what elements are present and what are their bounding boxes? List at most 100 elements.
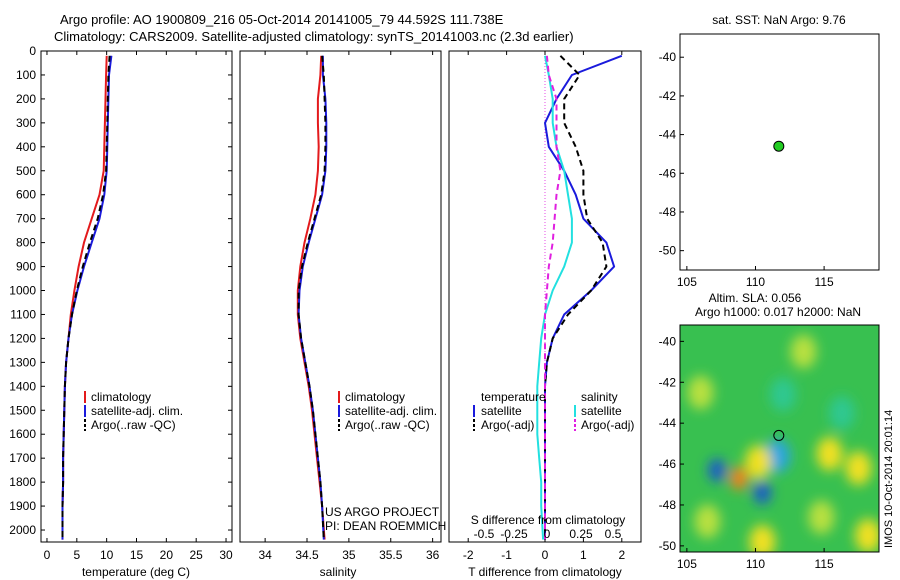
map-x-tick-label: 115 <box>815 557 834 571</box>
depth-tick-label: 2000 <box>9 523 36 537</box>
temperature-panel: 0100200300400500600700800900100011001200… <box>9 44 641 579</box>
sla-map-point <box>773 429 785 441</box>
legend-label-satellite: satellite-adj. clim. <box>345 404 437 418</box>
depth-tick-label: 800 <box>16 236 36 250</box>
legend-label-satellite: satellite-adj. clim. <box>91 404 183 418</box>
sla-anomalies <box>687 334 879 552</box>
map-x-tick-label: 115 <box>815 275 834 289</box>
legend-header-salinity: salinity <box>581 390 618 404</box>
map-x-tick-label: 110 <box>746 557 765 571</box>
temperature-legend: climatology satellite-adj. clim. Argo(..… <box>84 390 183 432</box>
salinity-legend: climatology satellite-adj. clim. Argo(..… <box>338 390 437 432</box>
salinity-x-ticks: 34 34.5 35 35.5 36 <box>258 51 440 562</box>
map-y-tick-label: -48 <box>659 205 677 219</box>
sst-map-panel: sat. SST: NaN Argo: 9.76 105 110 115 -40 -42… <box>659 13 880 289</box>
depth-tick-label: 400 <box>16 140 36 154</box>
difference-xlabel: T difference from climatology <box>468 565 622 579</box>
legend-label-sal-argo: Argo(-adj) <box>581 418 634 432</box>
sla-anomaly-blob <box>828 396 855 430</box>
legend-label-argo: Argo(..raw -QC) <box>345 418 430 432</box>
header-line2: Climatology: CARS2009. Satellite-adjuste… <box>54 29 574 44</box>
salinity-axes-box <box>239 50 442 543</box>
argo-location-marker <box>773 429 785 441</box>
argo-location-marker <box>773 140 785 152</box>
sla-anomaly-blob <box>845 451 872 486</box>
x-tick-label: 2 <box>618 548 625 562</box>
s-tick-label: 0.25 <box>569 527 593 541</box>
salinity-panel: 34 34.5 35 35.5 36 salinity climatology sate… <box>239 50 446 579</box>
sst-map-title: sat. SST: NaN Argo: 9.76 <box>712 13 846 27</box>
sla-anomaly-blob <box>749 524 776 552</box>
depth-tick-label: 1900 <box>9 499 36 513</box>
x-tick-label: 0 <box>44 548 51 562</box>
depth-tick-label: 1000 <box>9 284 36 298</box>
map-y-tick-label: -42 <box>659 89 677 103</box>
depth-tick-label: 1100 <box>10 307 36 321</box>
depth-tick-label: 1500 <box>9 403 36 417</box>
sst-map-ticks: 105 110 115 -40 -42 -44 -46 -48 -50 <box>659 50 834 289</box>
map-y-tick-label: -40 <box>659 50 677 64</box>
x-tick-label: 36 <box>426 548 440 562</box>
map-y-tick-label: -46 <box>659 457 677 471</box>
s-difference-tick-labels: -0.5 -0.25 0 0.25 0.5 <box>474 527 622 541</box>
depth-tick-label: 0 <box>29 44 36 58</box>
legend-label-temp-argo: Argo(-adj) <box>481 418 534 432</box>
map-y-tick-label: -40 <box>659 334 677 348</box>
x-tick-label: 0 <box>542 548 549 562</box>
s-difference-label: S difference from climatology <box>471 513 626 527</box>
depth-tick-label: 100 <box>16 68 36 82</box>
sla-anomaly-blob <box>687 375 714 410</box>
sla-map-panel: Altim. SLA: 0.056 Argo h1000: 0.017 h200… <box>659 291 895 571</box>
depth-tick-label: 200 <box>16 92 36 106</box>
sla-map-axes-box <box>679 324 880 553</box>
sla-anomaly-blob <box>694 504 721 539</box>
legend-label-temp-satellite: satellite <box>481 404 522 418</box>
x-tick-label: -1 <box>501 548 512 562</box>
depth-tick-label: 1600 <box>9 427 36 441</box>
series-line-salinity-satellite <box>536 55 573 540</box>
salinity-xlabel: salinity <box>320 565 357 579</box>
sst-map-points <box>773 140 785 152</box>
legend-label-climatology: climatology <box>345 390 405 404</box>
x-tick-label: 35 <box>342 548 356 562</box>
series-line-argo-raw-qc <box>297 55 327 540</box>
x-tick-label: 1 <box>580 548 587 562</box>
difference-legend: temperature salinity satellite Argo(-adj… <box>473 390 634 432</box>
depth-tick-label: 600 <box>16 188 36 202</box>
legend-header-temperature: temperature <box>481 390 546 404</box>
depth-tick-label: 1200 <box>9 331 36 345</box>
depth-tick-label: 1400 <box>9 379 36 393</box>
s-tick-label: 0 <box>544 527 551 541</box>
map-y-tick-label: -50 <box>659 244 677 258</box>
difference-panel: -2 -1 0 1 2 T difference from climatology S … <box>448 50 642 579</box>
map-y-tick-label: -44 <box>659 128 677 142</box>
map-y-tick-label: -44 <box>659 416 677 430</box>
sla-anomaly-blob <box>769 377 796 412</box>
depth-tick-label: 1300 <box>9 355 36 369</box>
salinity-lines <box>296 55 328 540</box>
x-tick-label: 34.5 <box>295 548 319 562</box>
temperature-xlabel: temperature (deg C) <box>82 565 190 579</box>
s-tick-label: 0.5 <box>605 527 622 541</box>
depth-tick-label: 500 <box>16 164 36 178</box>
sla-anomaly-blob <box>730 466 749 491</box>
x-tick-label: 34 <box>258 548 272 562</box>
series-line-temperature-argo-adj <box>544 55 608 540</box>
credit-project: US ARGO PROJECT <box>325 505 440 519</box>
sla-anomaly-blob <box>816 436 843 471</box>
x-tick-label: 20 <box>160 548 174 562</box>
depth-tick-label: 300 <box>16 116 36 130</box>
legend-label-climatology: climatology <box>91 390 151 404</box>
depth-tick-label: 900 <box>16 260 36 274</box>
sla-side-label: IMOS 10-Oct-2014 20:01:14 <box>883 410 895 548</box>
x-tick-label: 5 <box>73 548 80 562</box>
sla-anomaly-blob <box>855 518 879 552</box>
temperature-lines <box>61 55 113 540</box>
depth-tick-label: 1700 <box>9 451 36 465</box>
map-y-tick-label: -42 <box>659 375 677 389</box>
sla-map-title-2: Argo h1000: 0.017 h2000: NaN <box>695 305 861 319</box>
s-tick-label: -0.25 <box>500 527 528 541</box>
map-y-tick-label: -48 <box>659 498 677 512</box>
map-x-tick-label: 105 <box>677 557 697 571</box>
